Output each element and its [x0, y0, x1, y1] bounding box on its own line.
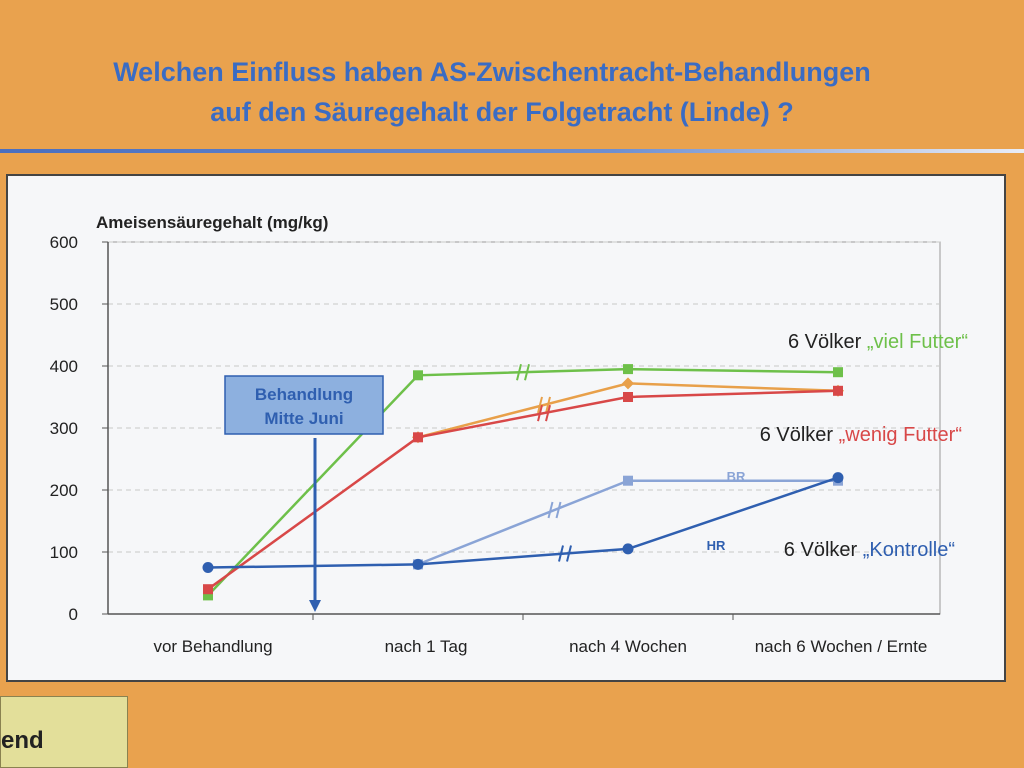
- poster-title-line-2: auf den Säuregehalt der Folgetracht (Lin…: [210, 97, 794, 127]
- axis-break-mark: [547, 501, 554, 519]
- x-tick-label: vor Behandlung: [153, 637, 272, 656]
- y-tick-label: 100: [50, 543, 78, 562]
- poster-title-line-1: Welchen Einfluss haben AS-Zwischentracht…: [113, 57, 871, 87]
- y-tick-label: 500: [50, 295, 78, 314]
- data-point-viel: [833, 367, 843, 378]
- treatment-label-2: Mitte Juni: [264, 409, 343, 428]
- series-label-name: „Kontrolle“: [863, 539, 955, 561]
- x-tick-label: nach 6 Wochen / Ernte: [755, 637, 928, 656]
- axis-break-mark: [545, 404, 551, 422]
- data-point-orange: [622, 377, 634, 390]
- bottom-left-box: end: [0, 696, 128, 768]
- x-tick-label: nach 1 Tag: [385, 637, 468, 656]
- axis-break-mark: [524, 363, 530, 381]
- y-tick-label: 400: [50, 357, 78, 376]
- series-line-kontrolle: [207, 476, 839, 569]
- data-point-kontrolle: [832, 472, 844, 484]
- y-axis-title: Ameisensäuregehalt (mg/kg): [96, 213, 328, 232]
- poster-title: Welchen Einfluss haben AS-Zwischentracht…: [0, 52, 1024, 132]
- bottom-box-text: end: [1, 727, 44, 754]
- treatment-arrow-head: [309, 600, 321, 612]
- treatment-box: [224, 375, 384, 435]
- data-point-viel: [623, 364, 633, 375]
- series-label-kontrolle: 6 Völker „Kontrolle“: [784, 539, 955, 561]
- y-tick-label: 0: [69, 605, 78, 624]
- series-label-prefix: 6 Völker: [784, 539, 863, 561]
- series-label-name: „viel Futter“: [867, 331, 968, 353]
- data-point-viel: [413, 370, 423, 381]
- series-line-wenig: [207, 389, 839, 591]
- hr-label: HR: [707, 538, 726, 553]
- data-point-viel: [203, 590, 213, 601]
- data-point-wenig: [623, 392, 633, 402]
- y-tick-label: 600: [50, 233, 78, 252]
- data-point-wenig: [833, 385, 843, 396]
- axis-break-mark: [516, 363, 522, 381]
- data-point-wenig: [413, 432, 423, 443]
- data-point-wenig: [203, 584, 213, 595]
- series-label-name: „wenig Futter“: [839, 424, 962, 446]
- series-label-viel: 6 Völker „viel Futter“: [788, 331, 968, 353]
- axis-break-mark: [558, 545, 564, 562]
- data-point-br: [623, 475, 633, 486]
- y-tick-label: 300: [50, 419, 78, 438]
- line-chart: 0 100 200 300 400 500 600 vor Behandlung nach 1 …: [50, 213, 968, 656]
- treatment-label-1: Behandlung: [255, 385, 353, 404]
- series-label-prefix: 6 Völker: [788, 331, 867, 353]
- axis-break-mark: [555, 501, 562, 519]
- data-point-kontrolle: [622, 543, 634, 555]
- series-line-viel: [207, 367, 839, 597]
- data-point-kontrolle: [202, 562, 214, 573]
- y-tick-label: 200: [50, 481, 78, 500]
- title-divider: [0, 149, 1024, 153]
- axis-break-mark: [537, 396, 543, 414]
- axis-break-mark: [566, 545, 572, 562]
- chart-panel: 0 100 200 300 400 500 600 vor Behandlung nach 1 …: [6, 174, 1006, 682]
- x-tick-label: nach 4 Wochen: [569, 637, 687, 656]
- series-label-prefix: 6 Völker: [760, 424, 839, 446]
- data-point-kontrolle: [412, 558, 424, 570]
- axis-break-mark: [545, 396, 551, 414]
- br-label: BR: [727, 469, 746, 484]
- axis-break-mark: [537, 404, 543, 422]
- series-label-wenig: 6 Völker „wenig Futter“: [760, 424, 962, 446]
